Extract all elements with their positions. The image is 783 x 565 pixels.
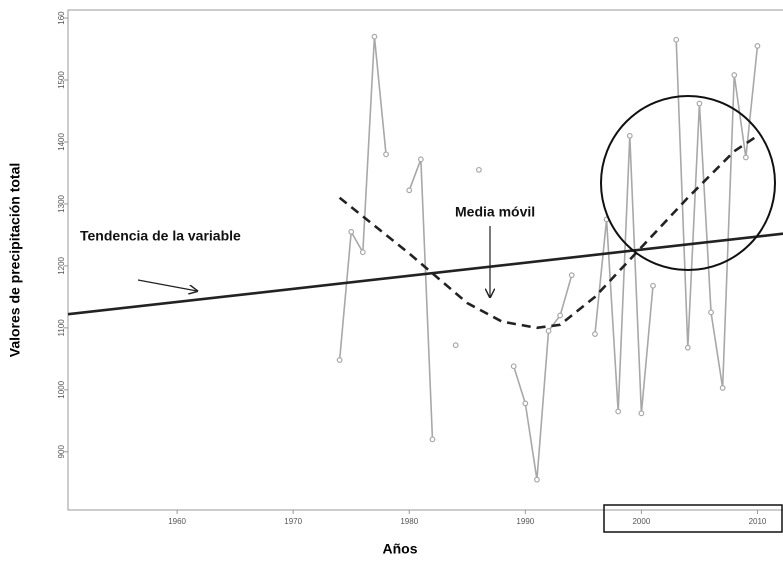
y-tick-label: 1100 — [57, 319, 66, 337]
plot-area — [68, 33, 783, 483]
series-line — [68, 232, 783, 316]
data-point — [754, 43, 761, 49]
annotation: Tendencia de la variable — [80, 228, 241, 244]
data-point — [429, 436, 436, 443]
x-tick-label: 1990 — [516, 517, 534, 526]
data-point — [371, 33, 378, 40]
data-point — [534, 476, 540, 483]
data-point — [510, 363, 517, 370]
data-point — [522, 400, 529, 407]
data-point — [731, 72, 738, 78]
series-line — [338, 36, 387, 361]
x-tick-label: 1970 — [284, 517, 302, 526]
data-point — [568, 272, 575, 279]
data-point — [615, 408, 622, 415]
y-tick-label: 1400 — [57, 133, 66, 151]
y-tick-label: 1300 — [57, 194, 66, 212]
y-tick-label: 1200 — [57, 256, 66, 274]
data-point — [684, 344, 691, 351]
series-line — [512, 274, 573, 480]
data-point — [475, 166, 482, 173]
data-point — [557, 312, 564, 319]
y-tick-label: 1500 — [57, 71, 66, 89]
annotation: Media móvil — [455, 204, 535, 220]
data-point — [708, 309, 714, 316]
x-tick-label: 2000 — [632, 517, 650, 526]
x-tick-label: 1980 — [400, 517, 418, 526]
highlight-circle — [600, 95, 776, 271]
y-tick-label: 1000 — [57, 380, 66, 398]
data-point — [417, 156, 424, 163]
x-tick-label: 2010 — [749, 517, 767, 526]
highlight-box — [603, 504, 783, 533]
data-point — [638, 410, 645, 417]
data-point — [406, 187, 413, 194]
data-point — [348, 228, 355, 235]
annotation-arrow — [137, 279, 197, 291]
series-line — [338, 134, 759, 330]
data-point — [673, 36, 680, 43]
series-line — [594, 135, 654, 414]
data-point — [592, 331, 598, 337]
data-point — [696, 100, 703, 107]
data-point — [650, 282, 656, 289]
data-point — [742, 154, 749, 161]
series-line — [675, 39, 759, 389]
data-point — [545, 328, 552, 334]
y-axis-label: Valores de precipitación total — [7, 163, 23, 358]
series-line — [408, 159, 434, 440]
y-tick-label: 160 — [57, 11, 66, 25]
x-tick-label: 1960 — [168, 517, 186, 526]
data-point — [383, 151, 389, 158]
data-point — [452, 342, 459, 349]
data-point — [359, 249, 366, 256]
data-point — [719, 385, 726, 391]
data-point — [336, 357, 343, 363]
plot-frame — [67, 9, 783, 511]
data-point — [626, 132, 633, 139]
y-tick-label: 900 — [57, 445, 66, 459]
x-axis-label: Años — [383, 541, 418, 557]
